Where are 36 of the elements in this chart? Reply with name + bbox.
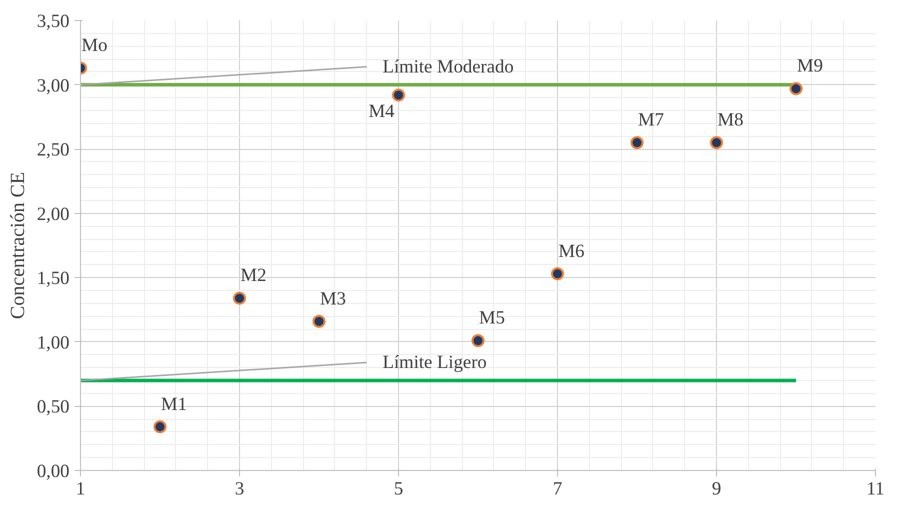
annotation: M1 [161,394,187,415]
point [790,82,802,96]
point [154,420,166,434]
y-tick-label: 3,00 [36,75,70,96]
y-tick-label: 1,00 [36,332,70,354]
annotation: M4 [368,101,396,122]
x-tick-label: 1 [76,478,86,500]
x-tick-label: 3 [234,478,244,500]
annotation: M7 [638,110,664,131]
annotation: M2 [240,265,266,286]
annotation: M6 [558,240,584,262]
y-tick-label: 0,00 [36,461,70,482]
point [630,136,644,150]
x-tick-label: 11 [866,478,884,500]
point [472,334,484,348]
point [392,88,405,102]
y-tick-label: 2,00 [36,204,70,225]
point [312,314,326,328]
x-tick-label: 7 [552,478,562,500]
series-label: Límite Ligero [382,352,487,373]
y-axis-title: Concentración CE [6,172,29,320]
point [233,292,246,305]
point [710,136,723,150]
y-tick-label: 1,50 [36,268,70,290]
annotation: M5 [479,308,505,329]
y-tick-label: 2,50 [36,140,70,161]
point [551,267,564,280]
annotation: M3 [320,288,346,310]
y-tick-label: 0,50 [36,396,70,418]
series-label: Límite Moderado [382,56,514,78]
y-tick-label: 3,50 [36,11,70,32]
annotation: Mo [82,35,108,56]
annotation: M8 [718,110,744,131]
x-tick-label: 9 [712,478,722,500]
x-tick-label: 5 [394,478,404,500]
annotation: M9 [797,56,823,77]
